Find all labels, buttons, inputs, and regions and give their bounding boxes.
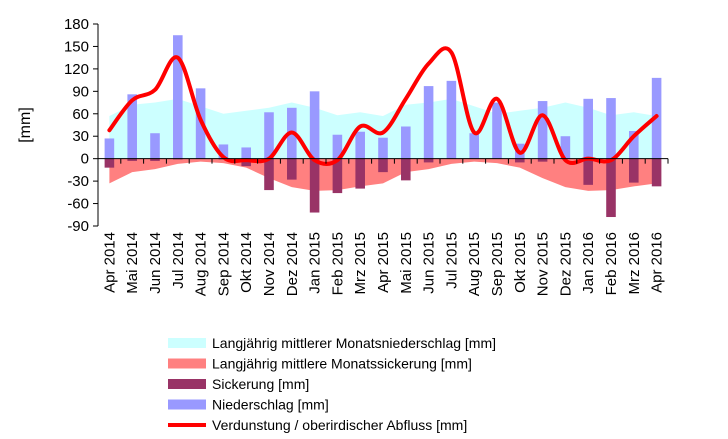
line-verdunstung — [107, 46, 659, 166]
bar-sickerung-2 — [150, 158, 160, 161]
x-tick-label-0: Apr 2014 — [101, 232, 118, 293]
x-tick-label-5: Sep 2014 — [215, 232, 232, 296]
bar-sickerung-23 — [629, 158, 639, 183]
bar-sickerung-0 — [104, 158, 115, 168]
x-tick-label-9: Jan 2015 — [307, 232, 324, 294]
x-tick-label-12: Apr 2015 — [375, 232, 392, 293]
bar-niederschlag-7 — [264, 112, 274, 159]
bar-niederschlag-17 — [492, 102, 502, 159]
x-tick-label-10: Feb 2015 — [329, 232, 346, 295]
y-tick-label-8: 150 — [64, 38, 89, 55]
x-tick-label-4: Aug 2014 — [193, 232, 210, 296]
bar-sickerung-19 — [537, 158, 548, 162]
bar-sickerung-7 — [264, 158, 274, 191]
bar-niederschlag-13 — [401, 126, 411, 159]
bar-niederschlag-16 — [469, 133, 479, 159]
bar-niederschlag-10 — [332, 134, 343, 159]
x-tick-label-7: Nov 2014 — [261, 232, 278, 296]
bar-niederschlag-9 — [309, 91, 320, 159]
legend-swatch-3 — [168, 399, 206, 410]
legend-swatch-0 — [168, 338, 206, 348]
bar-sickerung-18 — [515, 158, 525, 163]
bar-niederschlag-15 — [446, 80, 457, 159]
x-tick-label-16: Aug 2015 — [466, 232, 483, 296]
bar-sickerung-21 — [583, 158, 593, 185]
bar-niederschlag-21 — [583, 98, 593, 159]
y-axis: -90 -60 -30 0 30 60 90 120 150 180 — [64, 16, 99, 235]
x-tick-label-3: Jul 2014 — [170, 232, 187, 289]
legend-label-4: Verdunstung / oberirdischer Abfluss [mm] — [212, 417, 467, 433]
legend-label-1: Langjährig mittlere Monatssickerung [mm] — [212, 356, 472, 372]
bar-niederschlag-11 — [355, 131, 365, 159]
bar-niederschlag-0 — [104, 138, 115, 159]
bar-sickerung-12 — [378, 158, 388, 173]
y-tick-label-2: -30 — [67, 173, 89, 190]
bar-sickerung-14 — [423, 158, 434, 163]
bar-niederschlag-23 — [629, 130, 639, 159]
y-tick-label-4: 30 — [72, 128, 89, 145]
bar-sickerung-1 — [127, 158, 137, 161]
x-tick-label-18: Okt 2015 — [512, 232, 529, 293]
bar-niederschlag-12 — [378, 137, 388, 159]
legend: Langjährig mittlerer Monatsniederschlag … — [168, 335, 496, 433]
legend-label-2: Sickerung [mm] — [212, 376, 309, 392]
legend-label-0: Langjährig mittlerer Monatsniederschlag … — [212, 335, 496, 351]
legend-swatch-2 — [168, 379, 206, 389]
x-tick-label-14: Jun 2015 — [421, 232, 438, 294]
bar-niederschlag-19 — [537, 101, 548, 159]
y-tick-label-6: 90 — [72, 83, 89, 100]
legend-swatch-1 — [168, 358, 206, 369]
y-axis-label: [mm] — [17, 107, 34, 143]
x-tick-label-21: Jan 2016 — [580, 232, 597, 294]
area-series-1 — [109, 158, 657, 191]
bar-sickerung-8 — [287, 158, 297, 180]
bar-niederschlag-22 — [606, 98, 616, 159]
bar-sickerung-9 — [309, 158, 320, 213]
x-tick-label-23: Mrz 2016 — [626, 232, 643, 295]
x-tick-label-19: Nov 2015 — [535, 232, 552, 296]
x-tick-label-11: Mrz 2015 — [352, 232, 369, 295]
x-axis: Apr 2014 Mai 2014 Jun 2014 Jul 2014 Aug 2014… — [97, 158, 669, 296]
y-tick-label-9: 180 — [64, 16, 89, 33]
bar-sickerung-10 — [332, 158, 343, 194]
x-tick-label-24: Apr 2016 — [649, 232, 666, 293]
x-tick-label-2: Jun 2014 — [147, 232, 164, 294]
x-tick-label-17: Sep 2015 — [489, 232, 506, 296]
y-tick-label-1: -60 — [67, 196, 89, 213]
bar-niederschlag-5 — [218, 144, 229, 159]
legend-label-3: Niederschlag [mm] — [212, 397, 329, 413]
bar-niederschlag-1 — [127, 94, 137, 159]
y-tick-label-3: 0 — [81, 151, 89, 168]
bar-sickerung-22 — [606, 158, 616, 218]
y-tick-label-5: 60 — [72, 106, 89, 123]
plot-area — [104, 35, 662, 218]
bar-sickerung-24 — [651, 158, 662, 187]
y-tick-label-0: -90 — [67, 218, 89, 235]
bar-sickerung-11 — [355, 158, 365, 189]
bar-sickerung-13 — [401, 158, 411, 181]
x-tick-label-22: Feb 2016 — [603, 232, 620, 295]
bar-niederschlag-14 — [423, 86, 434, 159]
x-tick-label-13: Mai 2015 — [398, 232, 415, 294]
bar-sickerung-6 — [241, 158, 251, 167]
bar-niederschlag-3 — [173, 35, 183, 159]
bar-niederschlag-2 — [150, 133, 160, 159]
x-tick-label-8: Dez 2014 — [284, 232, 301, 296]
x-tick-label-6: Okt 2014 — [238, 232, 255, 293]
bar-niederschlag-20 — [560, 136, 571, 159]
x-tick-label-1: Mai 2014 — [124, 232, 141, 294]
bar-niederschlag-6 — [241, 147, 251, 159]
x-tick-label-15: Jul 2015 — [443, 232, 460, 289]
y-tick-label-7: 120 — [64, 61, 89, 78]
x-tick-label-20: Dez 2015 — [557, 232, 574, 296]
